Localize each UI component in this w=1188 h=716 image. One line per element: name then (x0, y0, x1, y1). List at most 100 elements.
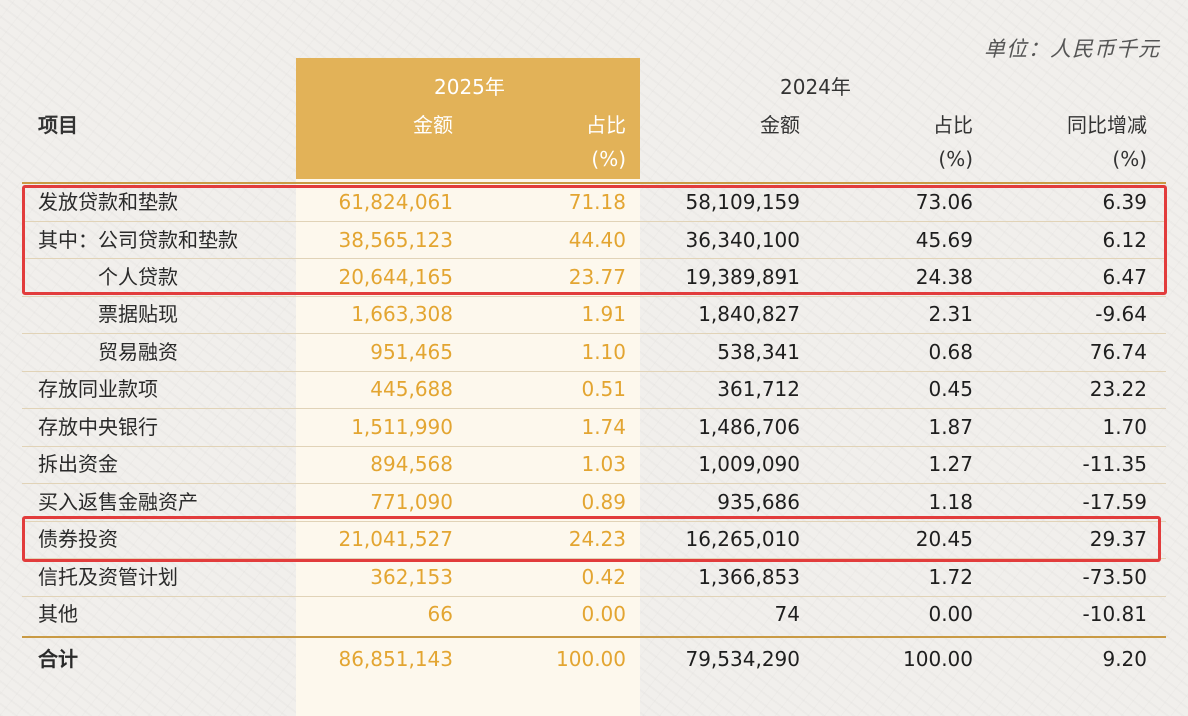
yoy-change: -11.35 (1082, 452, 1147, 476)
yoy-change: 29.37 (1089, 527, 1147, 551)
amount-2025: 20,644,165 (338, 265, 453, 289)
amount-2024: 538,341 (717, 340, 800, 364)
amount-2025: 445,688 (370, 377, 453, 401)
total-yoy-change: 9.20 (1102, 647, 1147, 671)
amount-2025: 21,041,527 (338, 527, 453, 551)
row-label: 票据贴现 (98, 302, 178, 326)
share-2024: 0.68 (928, 340, 973, 364)
header-rule (22, 182, 1166, 184)
share-2025: 23.77 (568, 265, 626, 289)
header-pct-yoy: (%) (1112, 147, 1147, 171)
yoy-change: 6.12 (1102, 228, 1147, 252)
yoy-change: 76.74 (1089, 340, 1147, 364)
row-label: 个人贷款 (98, 265, 178, 289)
amount-2024: 36,340,100 (685, 228, 800, 252)
share-2025: 0.51 (581, 377, 626, 401)
row-label: 买入返售金融资产 (38, 490, 198, 514)
amount-2025: 894,568 (370, 452, 453, 476)
yoy-change: 1.70 (1102, 415, 1147, 439)
amount-2025: 38,565,123 (338, 228, 453, 252)
unit-note: 单位：人民币千元 (984, 37, 1160, 61)
yoy-change: -17.59 (1082, 490, 1147, 514)
amount-2025: 951,465 (370, 340, 453, 364)
amount-2025: 771,090 (370, 490, 453, 514)
amount-2024: 1,009,090 (698, 452, 800, 476)
header-year-2024: 2024年 (780, 75, 851, 99)
yoy-change: -10.81 (1082, 602, 1147, 626)
share-2025: 44.40 (568, 228, 626, 252)
header-year-2025: 2025年 (434, 75, 505, 99)
share-2025: 71.18 (568, 190, 626, 214)
row-divider (22, 371, 1166, 372)
share-2024: 24.38 (915, 265, 973, 289)
amount-2024: 16,265,010 (685, 527, 800, 551)
row-divider (22, 446, 1166, 447)
header-pct-2024: (%) (938, 147, 973, 171)
share-2025: 0.42 (581, 565, 626, 589)
total-amount-2024: 79,534,290 (685, 647, 800, 671)
header-amount-2025: 金额 (413, 113, 453, 137)
row-label: 存放同业款项 (38, 377, 158, 401)
share-2024: 0.45 (928, 377, 973, 401)
row-label: 发放贷款和垫款 (38, 190, 178, 214)
row-label: 存放中央银行 (38, 415, 158, 439)
amount-2024: 935,686 (717, 490, 800, 514)
share-2025: 24.23 (568, 527, 626, 551)
row-divider (22, 333, 1166, 334)
row-divider (22, 596, 1166, 597)
amount-2024: 361,712 (717, 377, 800, 401)
share-2025: 1.10 (581, 340, 626, 364)
row-label: 债券投资 (38, 527, 118, 551)
amount-2024: 74 (774, 602, 800, 626)
header-item: 项目 (38, 113, 78, 137)
share-2024: 1.87 (928, 415, 973, 439)
yoy-change: 6.39 (1102, 190, 1147, 214)
bond-investment-highlight-box (22, 516, 1161, 562)
header-pct-2025: (%) (591, 147, 626, 171)
row-divider (22, 258, 1166, 259)
header-share-2025: 占比 (586, 113, 626, 137)
row-divider (22, 221, 1166, 222)
header-yoy: 同比增减 (1067, 113, 1147, 137)
header-share-2024: 占比 (933, 113, 973, 137)
share-2024: 2.31 (928, 302, 973, 326)
total-amount-2025: 86,851,143 (338, 647, 453, 671)
share-2024: 45.69 (915, 228, 973, 252)
share-2024: 1.18 (928, 490, 973, 514)
amount-2024: 1,840,827 (698, 302, 800, 326)
yoy-change: -73.50 (1082, 565, 1147, 589)
amount-2024: 1,486,706 (698, 415, 800, 439)
amount-2024: 19,389,891 (685, 265, 800, 289)
amount-2024: 58,109,159 (685, 190, 800, 214)
share-2025: 0.89 (581, 490, 626, 514)
share-2025: 0.00 (581, 602, 626, 626)
header-amount-2024: 金额 (760, 113, 800, 137)
row-label: 其中：公司贷款和垫款 (38, 228, 238, 252)
row-label: 拆出资金 (38, 452, 118, 476)
row-divider (22, 558, 1166, 559)
total-share-2024: 100.00 (903, 647, 973, 671)
share-2024: 73.06 (915, 190, 973, 214)
row-divider (22, 408, 1166, 409)
amount-2024: 1,366,853 (698, 565, 800, 589)
share-2024: 1.72 (928, 565, 973, 589)
amount-2025: 66 (427, 602, 453, 626)
row-label: 其他 (38, 602, 78, 626)
amount-2025: 61,824,061 (338, 190, 453, 214)
row-label: 贸易融资 (98, 340, 178, 364)
yoy-change: 23.22 (1089, 377, 1147, 401)
share-2025: 1.74 (581, 415, 626, 439)
row-divider (22, 296, 1166, 297)
total-label: 合计 (38, 647, 78, 671)
amount-2025: 362,153 (370, 565, 453, 589)
share-2025: 1.03 (581, 452, 626, 476)
row-divider (22, 483, 1166, 484)
year-2025-header-band (296, 58, 640, 179)
share-2024: 20.45 (915, 527, 973, 551)
share-2024: 1.27 (928, 452, 973, 476)
row-divider (22, 521, 1166, 522)
share-2024: 0.00 (928, 602, 973, 626)
total-share-2025: 100.00 (556, 647, 626, 671)
total-rule (22, 636, 1166, 638)
yoy-change: -9.64 (1095, 302, 1147, 326)
